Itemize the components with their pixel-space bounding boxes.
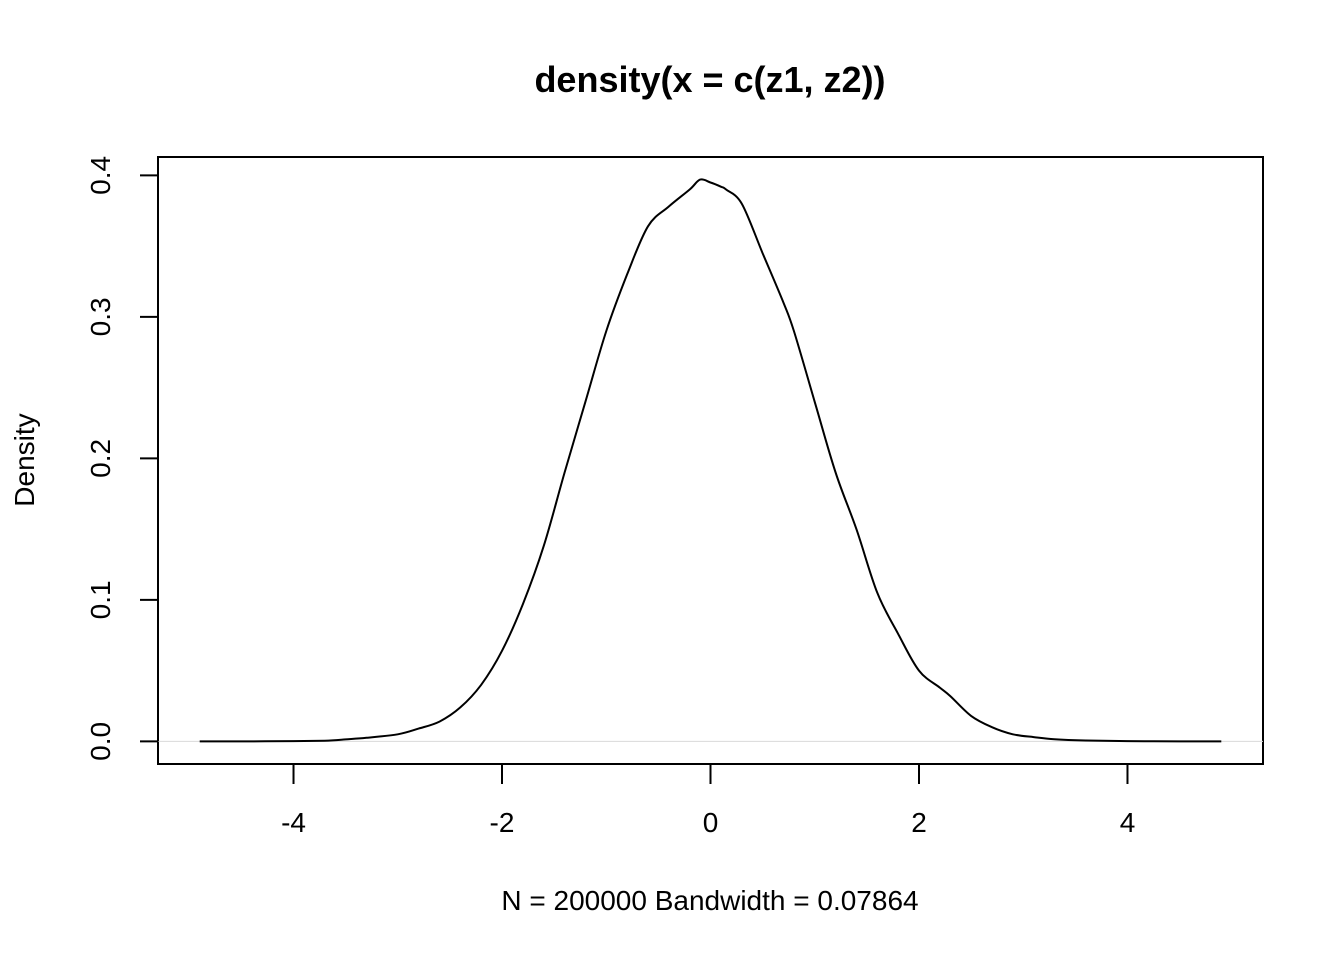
y-tick-label: 0.1	[85, 580, 116, 619]
chart-title: density(x = c(z1, z2))	[534, 59, 885, 100]
x-axis-label: N = 200000 Bandwidth = 0.07864	[501, 885, 918, 916]
x-tick-label: 2	[911, 807, 927, 838]
x-tick-label: 4	[1120, 807, 1136, 838]
y-axis-label: Density	[9, 413, 40, 506]
x-tick-label: -4	[281, 807, 306, 838]
plot-marks: -4 -2 0 2 4 0.0 0.1 0.2 0.3 0.4	[85, 156, 1263, 838]
plot-frame	[157, 156, 1264, 765]
x-tick-label: -2	[490, 807, 515, 838]
density-curve-0	[199, 178, 1222, 743]
y-tick-label: 0.3	[85, 297, 116, 336]
y-tick-label: 0.0	[85, 722, 116, 761]
x-tick-label: 0	[703, 807, 719, 838]
y-tick-label: 0.4	[85, 156, 116, 195]
y-tick-label: 0.2	[85, 439, 116, 478]
